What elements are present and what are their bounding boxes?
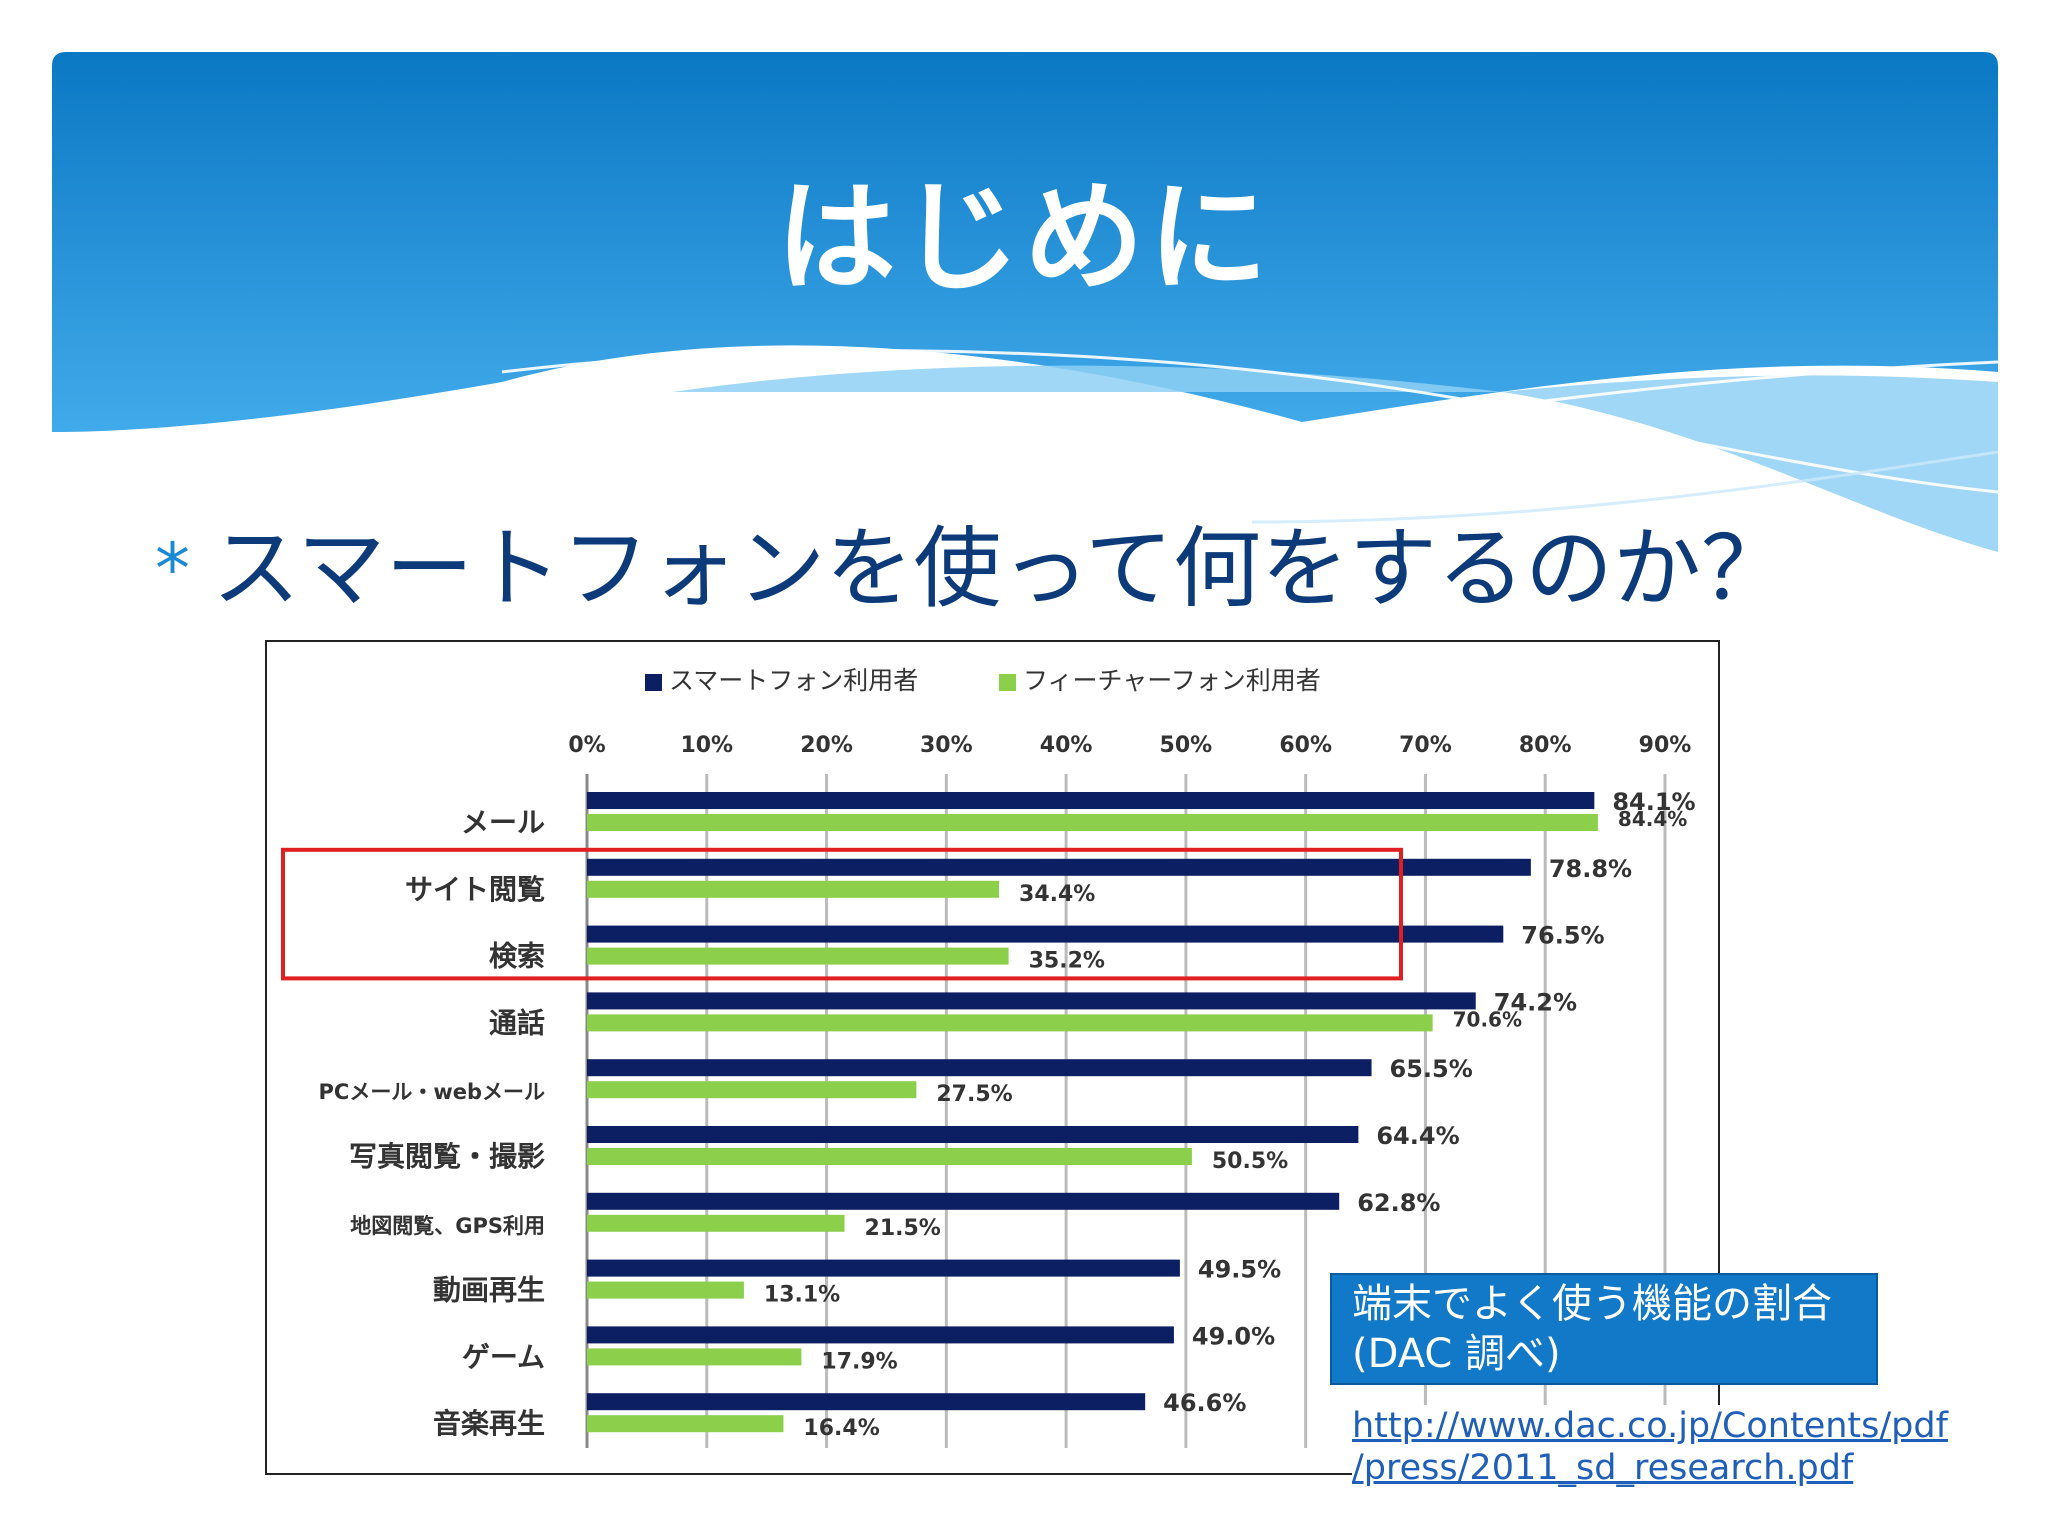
category-label: 地図閲覧、GPS利用 xyxy=(350,1214,545,1238)
legend-swatch-1 xyxy=(645,674,662,691)
category-label: ゲーム xyxy=(462,1340,545,1373)
bar-featurephone xyxy=(587,1148,1192,1165)
slide-title: はじめに xyxy=(776,169,1272,308)
bar-featurephone xyxy=(587,1214,845,1232)
bar-smartphone xyxy=(587,792,1595,809)
bar-smartphone xyxy=(587,1192,1340,1210)
bar-featurephone xyxy=(587,1081,917,1099)
category-label: 音楽再生 xyxy=(433,1407,545,1440)
bar-featurephone xyxy=(587,1348,802,1366)
x-tick-label: 60% xyxy=(1279,733,1332,758)
data-label-featurephone: 50.5% xyxy=(1212,1149,1288,1174)
source-link[interactable]: http://www.dac.co.jp/Contents/pdf /press… xyxy=(1352,1405,2042,1489)
bar-smartphone xyxy=(587,1259,1180,1277)
x-tick-label: 20% xyxy=(800,733,853,758)
x-tick-label: 50% xyxy=(1160,733,1213,758)
category-label: 動画再生 xyxy=(433,1274,545,1307)
bar-smartphone xyxy=(587,1126,1359,1143)
legend-swatch-2 xyxy=(999,674,1016,691)
x-tick-label: 40% xyxy=(1040,733,1093,758)
bar-smartphone xyxy=(587,925,1504,943)
bar-featurephone xyxy=(587,947,1009,965)
bar-smartphone xyxy=(587,858,1531,876)
bar-featurephone xyxy=(587,1014,1433,1032)
x-tick-label: 10% xyxy=(680,733,733,758)
data-label-smartphone: 46.6% xyxy=(1163,1389,1246,1417)
source-note: 端末でよく使う機能の割合 (DAC 調べ) xyxy=(1330,1273,1878,1385)
data-label-featurephone: 35.2% xyxy=(1029,949,1105,974)
category-label: 写真閲覧・撮影 xyxy=(349,1140,545,1173)
data-label-featurephone: 13.1% xyxy=(764,1283,840,1308)
bullet-text: スマートフォンを使って何をするのか？ xyxy=(212,517,1789,620)
data-label-smartphone: 65.5% xyxy=(1390,1055,1473,1083)
x-tick-label: 90% xyxy=(1639,733,1692,758)
bar-smartphone xyxy=(587,992,1476,1010)
chart-frame: スマートフォン利用者 フィーチャーフォン利用者 0% 10% 20% 30% 40% 50% 6… xyxy=(265,640,1720,1475)
data-label-smartphone: 64.4% xyxy=(1376,1122,1459,1150)
category-label: 検索 xyxy=(489,940,545,973)
bar-featurephone xyxy=(587,814,1598,831)
source-link-line1[interactable]: http://www.dac.co.jp/Contents/pdf xyxy=(1352,1406,1948,1446)
x-tick-label: 70% xyxy=(1399,733,1452,758)
data-label-smartphone: 84.1% xyxy=(1612,788,1695,816)
data-label-smartphone: 49.0% xyxy=(1192,1322,1275,1350)
data-label-featurephone: 84.4% xyxy=(1618,807,1687,831)
bar-smartphone xyxy=(587,1059,1372,1077)
source-link-line2[interactable]: /press/2011_sd_research.pdf xyxy=(1352,1448,1854,1488)
bar-featurephone xyxy=(587,1415,784,1433)
bar-featurephone xyxy=(587,880,1000,898)
data-label-smartphone: 62.8% xyxy=(1357,1189,1440,1217)
data-label-featurephone: 21.5% xyxy=(865,1216,941,1241)
bullet-marker: * xyxy=(155,528,190,610)
bar-smartphone xyxy=(587,1393,1146,1411)
category-label: PCメール・webメール xyxy=(319,1080,545,1104)
data-label-featurephone: 27.5% xyxy=(936,1082,1012,1107)
legend-label-2: フィーチャーフォン利用者 xyxy=(1023,666,1321,695)
category-label: 通話 xyxy=(489,1006,545,1039)
data-label-smartphone: 78.8% xyxy=(1549,855,1632,883)
x-tick-label: 30% xyxy=(920,733,973,758)
highlight-box xyxy=(281,847,1403,981)
category-label: メール xyxy=(461,806,545,839)
x-tick-label: 80% xyxy=(1519,733,1572,758)
data-label-featurephone: 17.9% xyxy=(821,1349,897,1374)
bar-smartphone xyxy=(587,1326,1174,1344)
data-label-featurephone: 70.6% xyxy=(1453,1007,1522,1031)
bullet-line: * スマートフォンを使って何をするのか？ xyxy=(155,498,1789,625)
category-label: サイト閲覧 xyxy=(405,873,545,906)
data-label-smartphone: 74.2% xyxy=(1494,988,1577,1016)
x-tick-label: 0% xyxy=(568,733,605,758)
bar-chart: スマートフォン利用者 フィーチャーフォン利用者 0% 10% 20% 30% 40% 50% 6… xyxy=(281,666,1696,1448)
bar-featurephone xyxy=(587,1281,744,1299)
legend-label-1: スマートフォン利用者 xyxy=(669,666,918,695)
header-banner xyxy=(52,52,1998,552)
source-note-line1: 端末でよく使う機能の割合 xyxy=(1352,1281,1832,1327)
data-label-smartphone: 49.5% xyxy=(1198,1256,1281,1284)
data-label-featurephone: 34.4% xyxy=(1019,882,1095,907)
data-label-smartphone: 76.5% xyxy=(1521,922,1604,950)
source-note-line2: (DAC 調べ) xyxy=(1352,1331,1561,1377)
data-label-featurephone: 16.4% xyxy=(803,1416,879,1441)
